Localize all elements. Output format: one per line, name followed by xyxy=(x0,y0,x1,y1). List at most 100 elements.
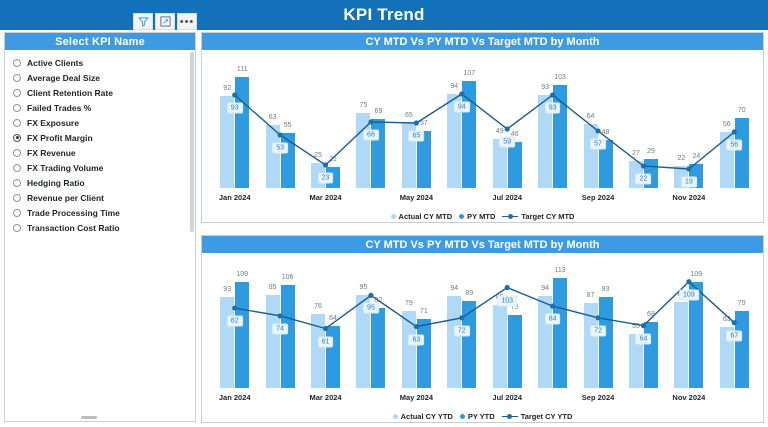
radio-icon[interactable] xyxy=(13,193,21,202)
focus-mode-icon[interactable] xyxy=(155,13,175,30)
radio-icon[interactable] xyxy=(13,58,21,67)
bar-actual[interactable]: 87 xyxy=(583,292,598,388)
bar-actual[interactable]: 55 xyxy=(628,323,643,388)
radio-icon[interactable] xyxy=(13,118,21,127)
radio-icon[interactable] xyxy=(13,88,21,97)
target-value-label: 56 xyxy=(726,139,743,151)
bar-py[interactable]: 70 xyxy=(734,107,749,188)
slicer-title: Select KPI Name xyxy=(5,33,195,50)
legend-item[interactable]: Actual CY MTD xyxy=(390,212,452,221)
legend-label: PY YTD xyxy=(467,412,495,421)
radio-icon[interactable] xyxy=(13,178,21,187)
chart-cluster[interactable]: 49 46 xyxy=(485,54,530,188)
slicer-item-active-clients[interactable]: Active Clients xyxy=(13,55,195,70)
bar-actual[interactable]: 95 xyxy=(356,284,371,388)
radio-icon[interactable] xyxy=(13,208,21,217)
bar-value-label: 55 xyxy=(283,122,292,129)
bar-py[interactable]: 113 xyxy=(553,267,568,388)
chart-cluster[interactable]: 95 106 xyxy=(257,257,302,388)
bar-value-label: 111 xyxy=(236,66,248,73)
radio-icon[interactable] xyxy=(13,73,21,82)
target-line-series xyxy=(232,279,737,332)
radio-icon[interactable] xyxy=(13,133,21,142)
slicer-item-hedging-ratio[interactable]: Hedging Ratio xyxy=(13,175,195,190)
chart-cluster[interactable]: 79 71 xyxy=(394,257,439,388)
bar-py[interactable]: 75 xyxy=(507,304,522,388)
bar-value-label: 64 xyxy=(329,314,337,322)
bar-py[interactable]: 109 xyxy=(689,271,704,388)
slicer-item-fx-revenue[interactable]: FX Revenue xyxy=(13,145,195,160)
bar-value-label: 109 xyxy=(236,270,249,278)
slicer-item-client-retention-rate[interactable]: Client Retention Rate xyxy=(13,85,195,100)
slicer-item-label: FX Revenue xyxy=(27,147,76,158)
chart-cluster[interactable]: 95 82 xyxy=(348,257,393,388)
legend-item[interactable]: PY MTD xyxy=(459,212,495,221)
chart-cluster[interactable]: 8575 xyxy=(485,257,530,388)
bar-actual[interactable]: 63 xyxy=(265,114,280,188)
bar-value-label: 92 xyxy=(223,85,232,92)
bar-value-label: 95 xyxy=(359,284,368,292)
chart-cluster[interactable]: 63 79 xyxy=(712,257,757,388)
slicer-item-fx-exposure[interactable]: FX Exposure xyxy=(13,115,195,130)
radio-icon[interactable] xyxy=(13,148,21,157)
legend-item[interactable]: Target CY YTD xyxy=(501,412,572,421)
bar-py[interactable]: 48 xyxy=(598,129,613,188)
radio-icon[interactable] xyxy=(13,223,21,232)
legend-item[interactable]: Target CY MTD xyxy=(502,212,574,221)
radio-icon[interactable] xyxy=(13,163,21,172)
bar-value-label: 76 xyxy=(314,302,322,310)
bar-value-label: 75 xyxy=(510,303,519,311)
chart-cluster[interactable]: 94 113 xyxy=(530,257,575,388)
bar-py[interactable]: 46 xyxy=(507,131,522,188)
bar-value-label: 89 xyxy=(465,290,474,298)
legend-item[interactable]: Actual CY YTD xyxy=(392,412,453,421)
bar-value-label: 25 xyxy=(314,152,322,159)
target-value-label: 59 xyxy=(499,136,516,148)
legend-swatch-icon xyxy=(459,214,465,219)
slicer-item-revenue-per-client[interactable]: Revenue per Client xyxy=(13,190,195,205)
legend-item[interactable]: PY YTD xyxy=(459,412,495,421)
bar-value-label: 87 xyxy=(586,292,595,300)
target-value-label: 53 xyxy=(272,142,289,154)
radio-icon[interactable] xyxy=(13,103,21,112)
slicer-item-average-deal-size[interactable]: Average Deal Size xyxy=(13,70,195,85)
bar-value-label: 70 xyxy=(737,107,746,114)
target-value-label: 82 xyxy=(226,315,243,327)
bar-value-label: 109 xyxy=(690,270,703,278)
bar-actual[interactable]: 79 xyxy=(401,300,416,388)
more-options-icon[interactable]: ••• xyxy=(177,13,197,30)
x-axis-tick-label: May 2024 xyxy=(399,393,434,402)
target-value-label: 93 xyxy=(544,102,561,114)
x-axis-tick-label: Mar 2024 xyxy=(309,193,342,202)
bar-value-label: 93 xyxy=(541,84,550,91)
filter-icon[interactable] xyxy=(133,13,153,30)
slicer-item-label: Hedging Ratio xyxy=(27,177,85,188)
slicer-horizontal-scrollbar[interactable] xyxy=(81,416,97,419)
bar-py[interactable]: 89 xyxy=(462,290,477,388)
target-value-label: 72 xyxy=(590,325,606,337)
slicer-item-transaction-cost-ratio[interactable]: Transaction Cost Ratio xyxy=(13,220,195,235)
bar-py[interactable]: 106 xyxy=(280,274,295,388)
target-value-label: 67 xyxy=(726,330,743,342)
slicer-item-fx-profit-margin[interactable]: FX Profit Margin xyxy=(13,130,195,145)
slicer-item-trade-processing-time[interactable]: Trade Processing Time xyxy=(13,205,195,220)
target-value-label: 94 xyxy=(453,101,470,113)
target-value-label: 61 xyxy=(317,336,334,348)
chart-cluster[interactable]: 63 55 xyxy=(257,54,302,188)
bar-actual[interactable]: 63 xyxy=(719,316,734,388)
bar-actual[interactable]: 76 xyxy=(311,303,326,388)
bar-value-label: 29 xyxy=(647,148,655,155)
chart-cluster[interactable]: 76 64 xyxy=(303,257,348,388)
bar-actual[interactable]: 94 xyxy=(447,83,462,188)
slicer-item-fx-trading-volume[interactable]: FX Trading Volume xyxy=(13,160,195,175)
slicer-item-failed-trades[interactable]: Failed Trades % xyxy=(13,100,195,115)
bar-actual[interactable]: 95 xyxy=(265,284,280,388)
bar-py[interactable]: 57 xyxy=(416,120,431,188)
slicer-option-list: Active Clients Average Deal Size Client Re… xyxy=(5,50,195,235)
slicer-scrollbar[interactable] xyxy=(190,52,194,232)
bar-value-label: 94 xyxy=(541,285,550,293)
bar-actual[interactable]: 92 xyxy=(220,85,235,188)
bar-actual[interactable]: 93 xyxy=(538,84,553,188)
bar-actual[interactable]: 49 xyxy=(492,128,507,188)
target-value-label: 63 xyxy=(408,334,425,346)
